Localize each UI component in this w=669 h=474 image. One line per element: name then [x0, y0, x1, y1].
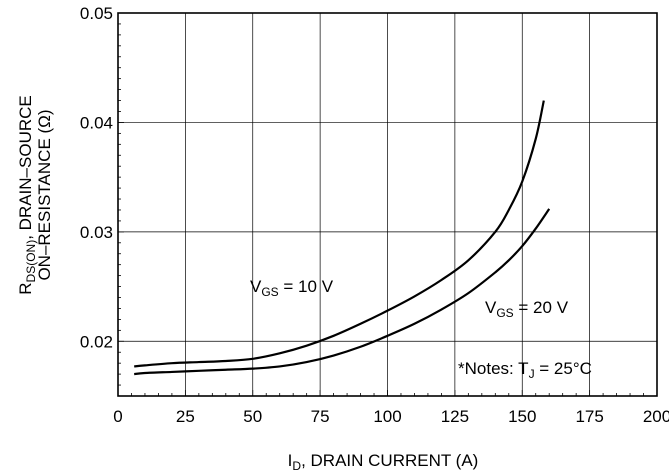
x-tick-label: 75: [311, 407, 330, 426]
x-tick-label: 100: [373, 407, 401, 426]
series-line-vgs-10v: [134, 100, 545, 368]
x-axis-title-main: I: [288, 451, 293, 470]
y-axis-title-line1: RDS(ON), DRAIN–SOURCE: [16, 95, 38, 294]
y-axis-title-line1-rest: , DRAIN–SOURCE: [16, 95, 35, 240]
notes-annotation-rest: = 25°C: [535, 359, 592, 378]
x-tick-label: 0: [113, 407, 122, 426]
x-axis-title-sub: D: [292, 459, 301, 473]
y-tick-label: 0.03: [80, 223, 113, 242]
series-label-vgs-20v-rest: = 20 V: [514, 298, 569, 317]
y-axis-title-line1-sub: DS(ON): [24, 240, 38, 283]
notes-annotation-sub: J: [529, 367, 535, 381]
notes-annotation-prefix: *Notes: T: [458, 359, 529, 378]
x-tick-label: 25: [176, 407, 195, 426]
y-tick-label: 0.04: [80, 113, 113, 132]
x-tick-label: 50: [243, 407, 262, 426]
x-tick-label: 200: [643, 407, 669, 426]
y-tick-labels: 0.02 0.03 0.04 0.05: [80, 4, 113, 351]
x-axis-title-rest: , DRAIN CURRENT (A): [301, 451, 478, 470]
x-tick-label: 175: [575, 407, 603, 426]
series-label-vgs-10v: VGS = 10 V: [250, 277, 334, 299]
grid: [118, 13, 657, 396]
series-label-vgs-10v-rest: = 10 V: [279, 277, 334, 296]
notes-annotation: *Notes: TJ = 25°C: [458, 359, 592, 381]
series-label-vgs-20v-sub: GS: [496, 306, 513, 320]
series-label-vgs-20v: VGS = 20 V: [485, 298, 569, 320]
series-label-vgs-10v-sub: GS: [261, 285, 278, 299]
plot-frame: [117, 12, 658, 397]
y-axis-title-line2: ON–RESISTANCE (Ω): [35, 109, 54, 280]
x-axis-title: ID, DRAIN CURRENT (A): [288, 451, 479, 473]
x-tick-label: 150: [508, 407, 536, 426]
series-label-vgs-20v-main: V: [485, 298, 497, 317]
x-tick-labels: 0 25 50 75 100 125 150 175 200: [113, 407, 669, 426]
y-axis-title: RDS(ON), DRAIN–SOURCE ON–RESISTANCE (Ω): [16, 95, 54, 294]
series-line-vgs-20v: [134, 208, 551, 376]
y-axis-title-line1-main: R: [16, 282, 35, 294]
series-lines: [134, 100, 551, 376]
series-label-vgs-10v-main: V: [250, 277, 262, 296]
y-tick-label: 0.02: [80, 332, 113, 351]
x-tick-label: 125: [441, 407, 469, 426]
y-tick-label: 0.05: [80, 4, 113, 23]
